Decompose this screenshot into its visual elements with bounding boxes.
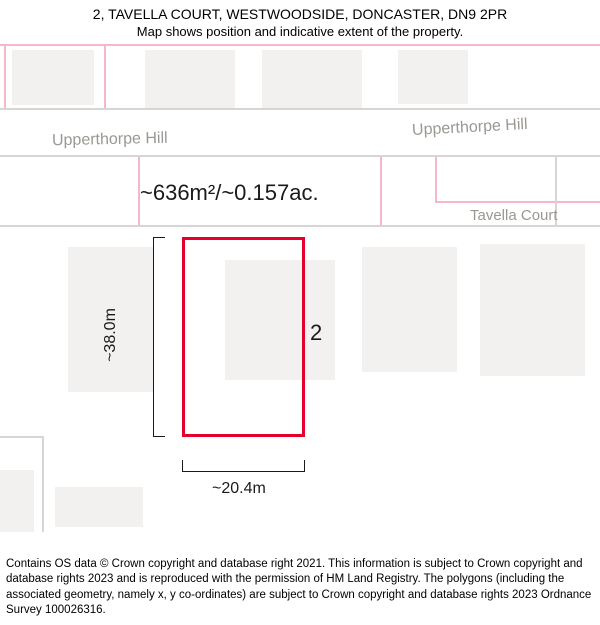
property-outline — [182, 237, 305, 437]
road-line — [0, 225, 600, 227]
house-number: 2 — [310, 320, 322, 346]
building-shape — [145, 50, 235, 108]
road-line — [0, 436, 42, 438]
building-shape — [480, 244, 585, 376]
building-shape — [12, 50, 94, 105]
road-line — [0, 155, 600, 157]
building-shape — [262, 50, 362, 108]
street-label-upperthorpe-right: Upperthorpe Hill — [412, 116, 528, 140]
building-shape — [362, 247, 457, 372]
road-line — [42, 436, 44, 532]
boundary-line — [104, 44, 106, 110]
dim-label-height: ~38.0m — [102, 308, 120, 362]
street-label-tavella: Tavella Court — [470, 207, 558, 224]
footer-copyright: Contains OS data © Crown copyright and d… — [6, 557, 594, 619]
building-shape — [55, 487, 143, 527]
page-subtitle: Map shows position and indicative extent… — [0, 24, 600, 39]
boundary-line — [0, 44, 600, 46]
boundary-line — [435, 155, 437, 203]
page-title: 2, TAVELLA COURT, WESTWOODSIDE, DONCASTE… — [0, 6, 600, 22]
area-label: ~636m²/~0.157ac. — [140, 180, 319, 206]
map-canvas: Upperthorpe Hill Upperthorpe Hill Tavell… — [0, 0, 600, 625]
street-label-upperthorpe-left: Upperthorpe Hill — [52, 130, 168, 150]
boundary-line — [4, 44, 6, 110]
dim-label-width: ~20.4m — [212, 480, 266, 498]
boundary-line — [380, 155, 382, 227]
building-shape — [398, 50, 468, 104]
boundary-line — [435, 201, 600, 203]
header: 2, TAVELLA COURT, WESTWOODSIDE, DONCASTE… — [0, 0, 600, 39]
road-line — [0, 108, 600, 110]
building-shape — [0, 470, 34, 532]
dim-bracket-horizontal — [182, 460, 305, 472]
dim-bracket-vertical — [153, 237, 165, 437]
